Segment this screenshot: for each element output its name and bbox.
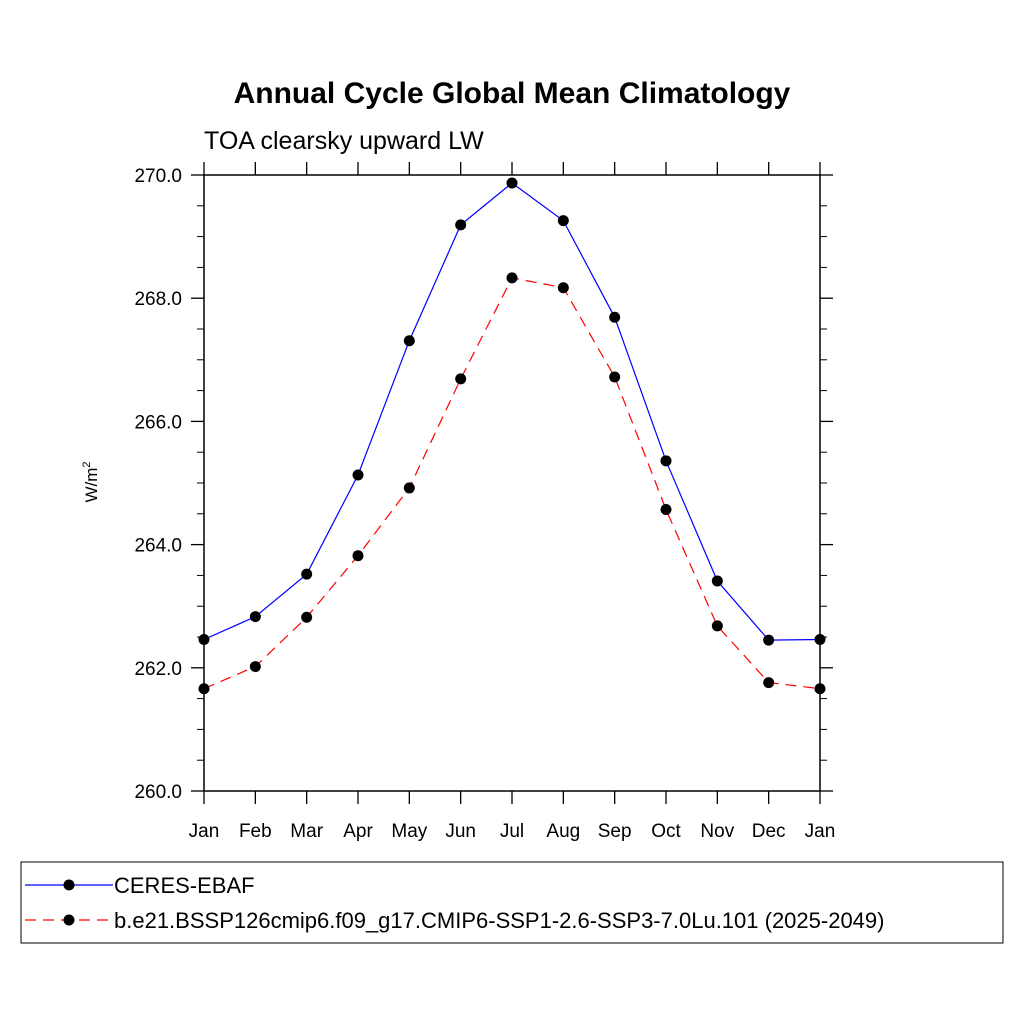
x-tick-label: Jul	[500, 821, 524, 842]
legend: CERES-EBAF b.e21.BSSP126cmip6.f09_g17.CMI…	[25, 873, 884, 933]
y-tick-label: 260.0	[134, 782, 182, 803]
data-point	[660, 455, 672, 467]
series-line	[203, 277, 821, 690]
data-point	[506, 272, 518, 284]
data-point	[763, 677, 775, 689]
x-tick-label: May	[391, 821, 427, 842]
x-tick-label: Feb	[239, 821, 272, 842]
y-tick-label: 268.0	[134, 289, 182, 310]
y-tick-labels: 260.0 262.0 264.0 266.0 268.0 270.0	[134, 166, 182, 803]
chart-subtitle: TOA clearsky upward LW	[204, 127, 484, 155]
data-point	[249, 661, 261, 673]
legend-label: b.e21.BSSP126cmip6.f09_g17.CMIP6-SSP1-2.…	[114, 908, 884, 933]
data-point	[660, 503, 672, 515]
x-tick-label: Jun	[445, 821, 476, 842]
data-point	[455, 373, 467, 385]
y-axis-label: W/m2	[81, 461, 101, 502]
data-point	[814, 633, 826, 645]
x-tick-label: Mar	[290, 821, 323, 842]
legend-box	[20, 861, 1004, 944]
series-line	[203, 182, 821, 641]
data-point	[711, 575, 723, 587]
data-point	[198, 683, 210, 695]
x-tick-labels: Jan Feb Mar Apr May Jun Jul Aug Sep Oct Nov Dec Jan	[189, 821, 836, 842]
y-tick-label: 270.0	[134, 166, 182, 187]
x-tick-label: Sep	[598, 821, 632, 842]
data-point	[198, 633, 210, 645]
legend-label: CERES-EBAF	[114, 873, 255, 898]
data-point	[455, 219, 467, 231]
x-tick-label: Jan	[189, 821, 220, 842]
data-point	[557, 282, 569, 294]
y-axis-label-superscript: 2	[81, 461, 93, 467]
y-tick-label: 264.0	[134, 536, 182, 557]
y-tick-label: 262.0	[134, 659, 182, 680]
series-group	[198, 177, 826, 695]
x-tick-label: Nov	[700, 821, 734, 842]
data-point	[609, 311, 621, 323]
axis-ticks	[191, 162, 833, 804]
x-tick-label: Dec	[752, 821, 786, 842]
data-point	[301, 611, 313, 623]
data-point	[609, 371, 621, 383]
chart-title: Annual Cycle Global Mean Climatology	[234, 77, 791, 110]
data-point	[711, 620, 723, 632]
data-point	[814, 683, 826, 695]
data-point	[506, 177, 518, 189]
data-point	[403, 482, 415, 494]
data-point	[763, 634, 775, 646]
x-tick-label: Oct	[651, 821, 681, 842]
y-axis-label-text: W/m	[82, 468, 101, 503]
data-point	[249, 611, 261, 623]
x-tick-label: Aug	[546, 821, 580, 842]
x-tick-label: Jan	[805, 821, 836, 842]
data-point	[403, 335, 415, 347]
y-tick-label: 266.0	[134, 412, 182, 433]
plot-frame	[203, 174, 821, 792]
data-point	[352, 469, 364, 481]
data-point	[301, 568, 313, 580]
data-point	[352, 550, 364, 562]
data-point	[557, 215, 569, 227]
legend-marker	[63, 879, 75, 891]
x-tick-label: Apr	[343, 821, 373, 842]
legend-marker	[63, 914, 75, 926]
